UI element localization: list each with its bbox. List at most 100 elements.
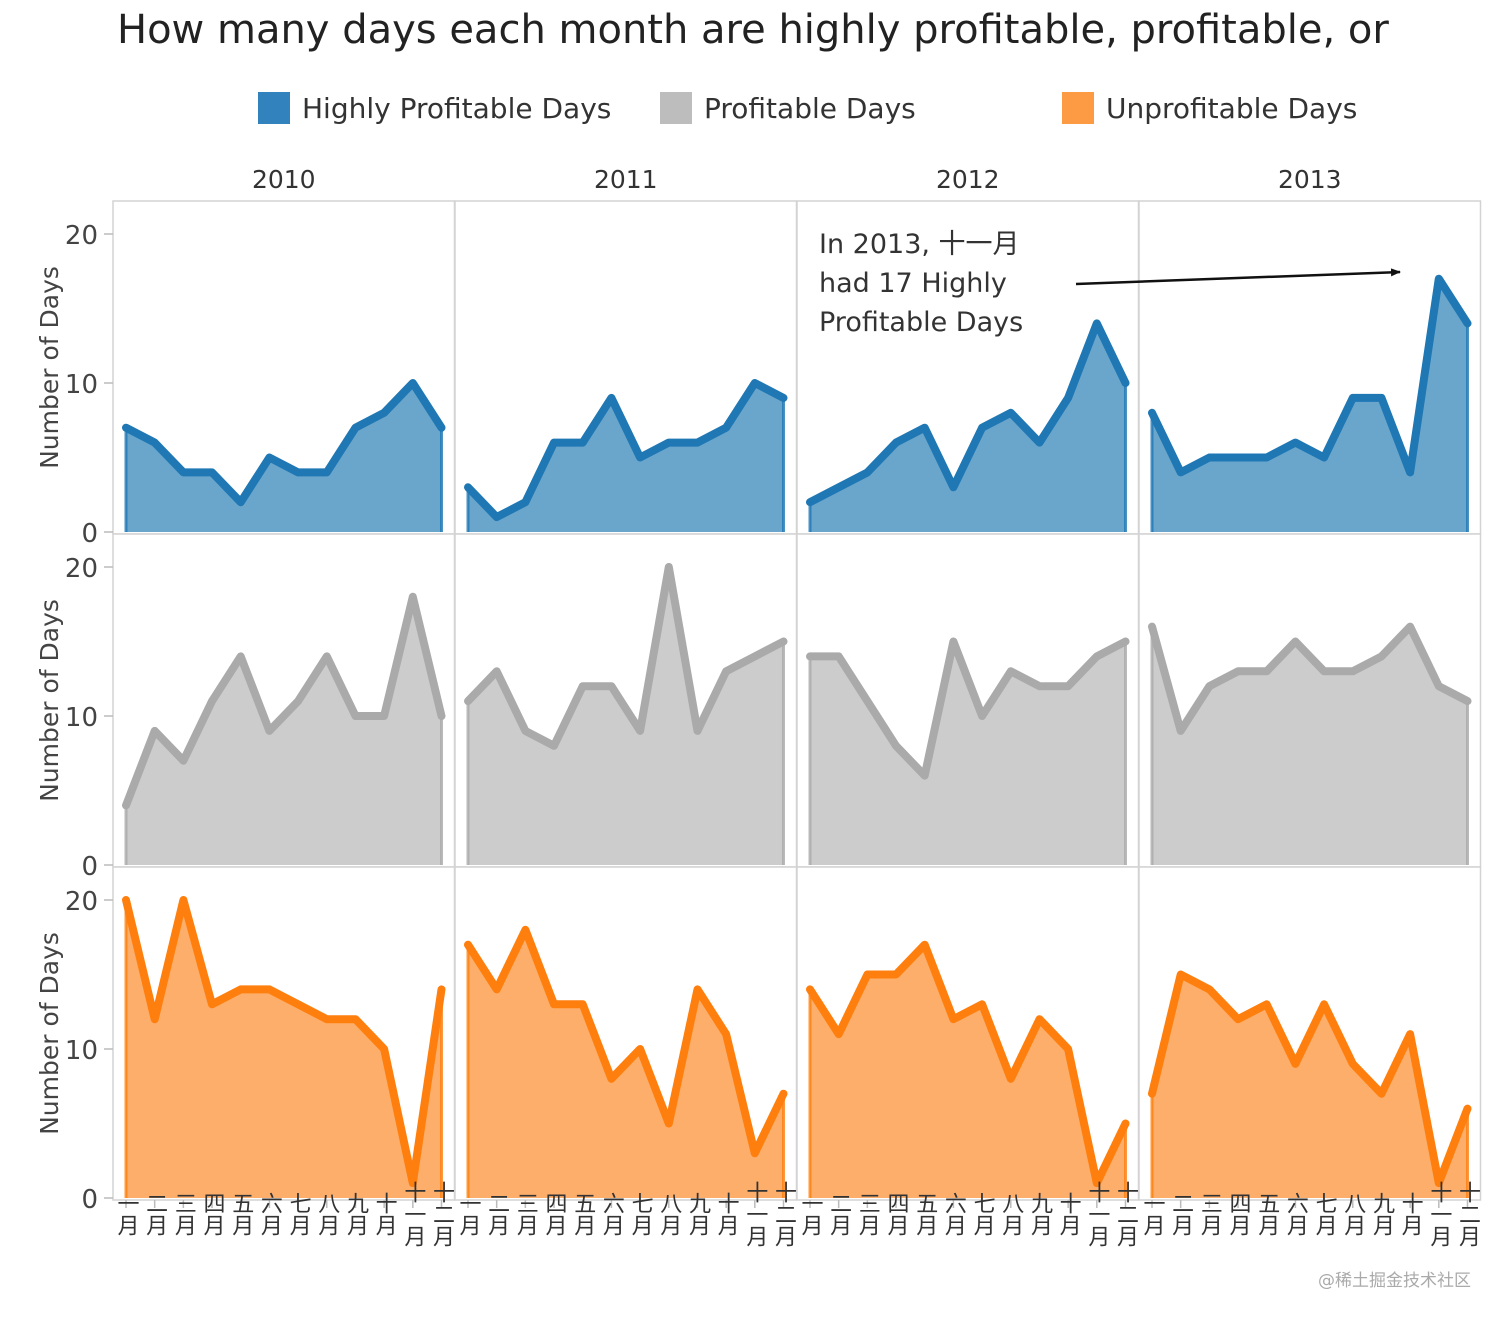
legend-item-highly-profitable[interactable]: Highly Profitable Days (258, 88, 611, 128)
x-tick-label: 十月 (1398, 1192, 1424, 1236)
x-tick-label: 十一月 (400, 1181, 426, 1247)
y-tick-label: 20 (65, 221, 98, 251)
y-tick-label: 10 (65, 1036, 98, 1066)
area-2012-1 (810, 323, 1126, 532)
x-tick-label: 六月 (1283, 1192, 1309, 1236)
area-2013-3 (1152, 974, 1468, 1198)
x-tick-label: 二月 (1168, 1192, 1194, 1236)
x-tick-label: 十二月 (429, 1181, 455, 1247)
y-tick-label: 10 (65, 703, 98, 733)
line-2010-2 (122, 592, 446, 810)
x-tick-label: 十一月 (742, 1181, 768, 1247)
x-tick-label: 五月 (570, 1192, 596, 1236)
y-tick-label: 20 (65, 887, 98, 917)
line-2010-3 (122, 896, 446, 1188)
annotation-text-line: Profitable Days (819, 307, 1023, 338)
x-tick-label: 十二月 (771, 1181, 797, 1247)
x-tick-label: 四月 (200, 1192, 226, 1236)
facet-header-2013: 2013 (1278, 165, 1342, 194)
line-2013-2 (1148, 622, 1472, 735)
x-tick-label: 一月 (1140, 1192, 1166, 1236)
legend-swatch-highly-profitable (258, 92, 290, 124)
area-2010-3 (126, 900, 442, 1198)
y-axis-label: Number of Days (35, 266, 64, 469)
legend-label-highly-profitable: Highly Profitable Days (302, 91, 612, 125)
x-tick-label: 十月 (714, 1192, 740, 1236)
line-2010-1 (122, 379, 446, 507)
x-tick-label: 一月 (114, 1192, 140, 1236)
facet-header-2011: 2011 (594, 165, 658, 194)
area-2010-1 (126, 383, 442, 532)
chart-title: How many days each month are highly prof… (117, 7, 1389, 53)
legend-swatch-unprofitable (1062, 92, 1094, 124)
x-tick-label: 七月 (286, 1192, 312, 1236)
x-tick-label: 七月 (970, 1192, 996, 1236)
x-tick-label: 十二月 (1455, 1181, 1481, 1247)
legend-label-unprofitable: Unprofitable Days (1106, 91, 1358, 125)
line-2012-1 (806, 319, 1130, 507)
x-tick-label: 十二月 (1113, 1181, 1139, 1247)
x-tick-label: 四月 (542, 1192, 568, 1236)
area-2010-2 (126, 596, 442, 865)
x-tick-label: 七月 (628, 1192, 654, 1236)
x-tick-label: 十月 (372, 1192, 398, 1236)
line-2011-1 (464, 379, 788, 522)
facet-header-2012: 2012 (936, 165, 1000, 194)
facet-header-2010: 2010 (252, 165, 316, 194)
line-2012-2 (806, 637, 1130, 780)
area-2013-2 (1152, 626, 1468, 865)
x-tick-label: 九月 (343, 1192, 369, 1236)
legend-item-profitable[interactable]: Profitable Days (660, 88, 916, 128)
x-tick-label: 二月 (826, 1192, 852, 1236)
x-tick-label: 二月 (484, 1192, 510, 1236)
x-tick-label: 八月 (656, 1192, 682, 1236)
area-2012-2 (810, 641, 1126, 865)
x-tick-label: 九月 (1027, 1192, 1053, 1236)
x-tick-label: 九月 (1369, 1192, 1395, 1236)
y-tick-label: 10 (65, 370, 98, 400)
line-2011-3 (464, 925, 788, 1158)
y-tick-label: 20 (65, 554, 98, 584)
x-tick-label: 六月 (941, 1192, 967, 1236)
annotation-text-line: had 17 Highly (819, 268, 1007, 299)
y-axis-label: Number of Days (35, 932, 64, 1135)
x-tick-label: 五月 (1254, 1192, 1280, 1236)
x-tick-label: 八月 (314, 1192, 340, 1236)
x-tick-label: 八月 (998, 1192, 1024, 1236)
x-tick-label: 十月 (1056, 1192, 1082, 1236)
x-tick-label: 一月 (456, 1192, 482, 1236)
x-tick-label: 三月 (171, 1192, 197, 1236)
y-tick-label: 0 (81, 1185, 98, 1215)
line-2013-1 (1148, 274, 1472, 477)
legend: Highly Profitable Days Profitable Days U… (0, 84, 1512, 132)
x-tick-label: 四月 (1226, 1192, 1252, 1236)
x-tick-label: 三月 (1197, 1192, 1223, 1236)
area-2011-1 (468, 383, 784, 532)
x-tick-label: 七月 (1312, 1192, 1338, 1236)
annotation-text-line: In 2013, 十一月 (819, 229, 1020, 260)
x-tick-label: 一月 (798, 1192, 824, 1236)
x-tick-label: 九月 (685, 1192, 711, 1236)
x-tick-label: 二月 (142, 1192, 168, 1236)
line-2013-3 (1148, 970, 1472, 1188)
x-tick-label: 四月 (884, 1192, 910, 1236)
line-2011-2 (464, 563, 788, 750)
y-tick-label: 0 (81, 519, 98, 549)
x-tick-label: 八月 (1340, 1192, 1366, 1236)
legend-swatch-profitable (660, 92, 692, 124)
legend-label-profitable: Profitable Days (704, 91, 916, 125)
y-tick-label: 0 (81, 852, 98, 882)
area-2012-3 (810, 944, 1126, 1198)
watermark: @稀土掘金技术社区 (1318, 1271, 1471, 1291)
x-tick-label: 十一月 (1426, 1181, 1452, 1247)
area-2011-2 (468, 567, 784, 865)
x-tick-label: 五月 (912, 1192, 938, 1236)
legend-item-unprofitable[interactable]: Unprofitable Days (1062, 88, 1357, 128)
area-2013-1 (1152, 278, 1468, 532)
x-tick-label: 三月 (855, 1192, 881, 1236)
y-axis-label: Number of Days (35, 599, 64, 802)
annotation-arrow (1075, 268, 1401, 286)
x-tick-label: 五月 (228, 1192, 254, 1236)
x-tick-label: 六月 (257, 1192, 283, 1236)
